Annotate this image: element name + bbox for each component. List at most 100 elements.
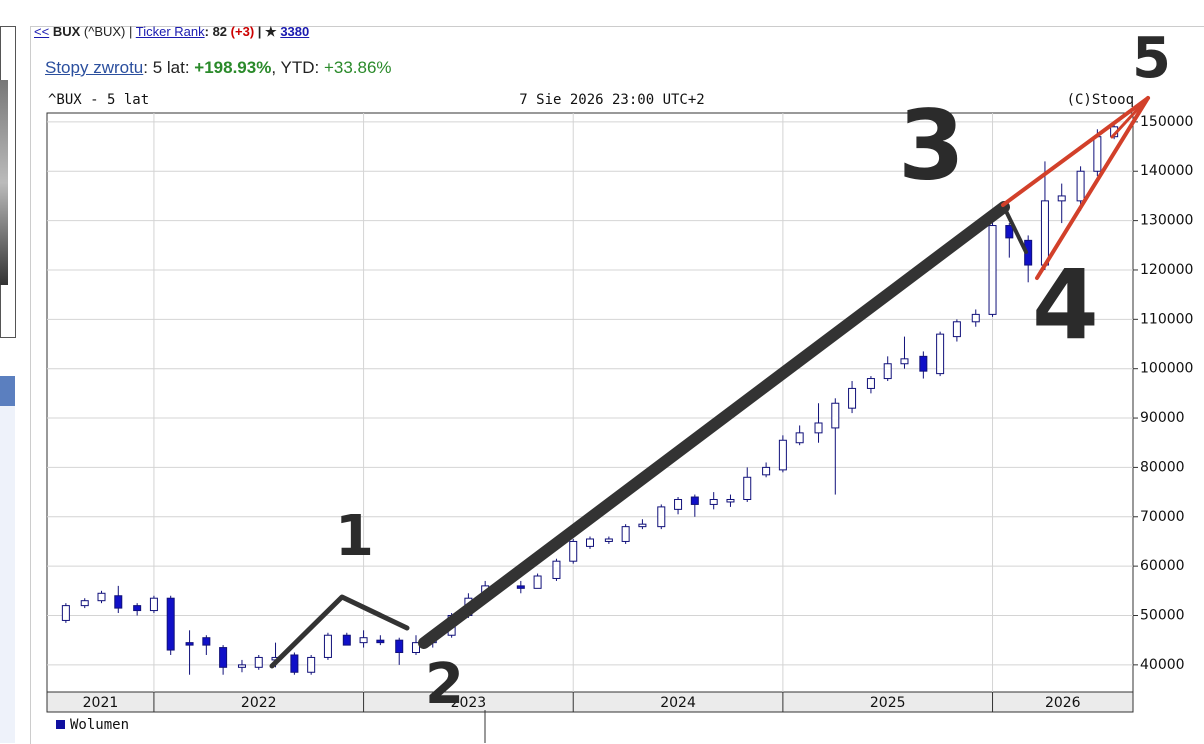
candle-body	[657, 506, 666, 528]
chart-date: 7 Sie 2026 23:00 UTC+2	[519, 92, 704, 108]
y-tick-label: 40000	[1140, 657, 1185, 673]
y-tick-label: 130000	[1140, 213, 1193, 229]
left-panel	[0, 406, 15, 743]
rank-link[interactable]: Ticker Rank	[135, 24, 205, 39]
left-tab	[0, 376, 15, 406]
candle-body	[952, 321, 961, 338]
annotation: 5	[1132, 26, 1171, 91]
y-tick-label: 120000	[1140, 262, 1193, 278]
annotation: 2	[425, 652, 464, 717]
candle-body	[883, 363, 892, 380]
rank-change: (+3)	[230, 24, 255, 39]
header: << BUX (^BUX) | Ticker Rank: 82 (+3) | ★…	[34, 24, 309, 40]
credit: (C)Stooq	[1067, 92, 1134, 108]
candle-body	[1005, 225, 1014, 239]
candle-body	[621, 526, 630, 542]
candle-body	[97, 592, 106, 602]
candle-body	[61, 605, 70, 621]
sketch-line	[269, 594, 410, 669]
candle-body	[604, 538, 613, 542]
x-tick-label: 2021	[83, 695, 119, 711]
y-tick-label: 80000	[1140, 459, 1185, 475]
rank: : 82	[204, 24, 228, 39]
y-tick-label: 140000	[1140, 163, 1193, 179]
candle-body	[569, 540, 578, 562]
x-tick-label: 2026	[1045, 695, 1081, 711]
candle-body	[359, 637, 368, 644]
candle-body	[638, 523, 647, 528]
sketch-wedge	[1001, 96, 1150, 207]
candle-body	[552, 560, 561, 579]
candle-body	[290, 654, 299, 673]
x-tick-label: 2024	[660, 695, 696, 711]
candle-body	[795, 432, 804, 444]
candle-body	[202, 637, 211, 646]
annotation: 4	[1032, 249, 1099, 361]
candle-body	[149, 597, 158, 612]
candle-body	[988, 225, 997, 315]
candle-body	[185, 642, 194, 646]
y-tick-label: 50000	[1140, 607, 1185, 623]
y-tick-label: 110000	[1140, 311, 1193, 327]
full-name: (^BUX) |	[83, 24, 133, 39]
candle-body	[814, 422, 823, 434]
back-link[interactable]: <<	[34, 24, 50, 39]
candle-body	[762, 466, 771, 476]
candle-body	[674, 498, 683, 510]
annotation: 1	[335, 504, 374, 569]
candle-body	[323, 634, 332, 658]
y-tick-label: 90000	[1140, 410, 1185, 426]
candle-body	[80, 600, 89, 607]
candle-body	[900, 358, 909, 365]
candle-body	[395, 639, 404, 654]
candle-body	[307, 656, 316, 673]
candle-body	[254, 656, 263, 668]
candle-body	[726, 498, 735, 503]
count-link[interactable]: 3380	[280, 24, 310, 39]
candle-body	[586, 538, 594, 547]
candle-body	[936, 333, 945, 375]
annotation: 3	[898, 89, 965, 201]
candle-body	[237, 664, 246, 668]
volume-swatch	[56, 720, 65, 729]
candle-body	[690, 496, 699, 505]
candle-body	[166, 597, 175, 651]
candle-body	[114, 595, 123, 609]
sketch-line	[1002, 205, 1028, 254]
candle-body	[831, 402, 840, 429]
candle-body	[411, 642, 420, 654]
x-tick-label: 2025	[870, 695, 906, 711]
returns: Stopy zwrotu: 5 lat: +198.93%, YTD: +33.…	[45, 58, 392, 78]
hand-drawing	[269, 96, 1150, 669]
plot-area	[46, 112, 1134, 693]
candle-body	[219, 647, 228, 668]
returns-link[interactable]: Stopy zwrotu	[45, 58, 144, 77]
ytd-return: +33.86%	[323, 58, 392, 77]
ytd-label: , YTD:	[271, 58, 324, 77]
candle-body	[516, 585, 525, 589]
candle-body	[376, 639, 385, 644]
candle-body	[342, 634, 351, 646]
year-band	[46, 691, 1134, 713]
candle-body	[866, 378, 875, 389]
volume-label: Wolumen	[70, 717, 129, 733]
sketch-trend	[418, 201, 1010, 649]
frame	[30, 26, 1204, 744]
sketch-wedge	[1035, 96, 1150, 280]
y-tick-label: 70000	[1140, 509, 1185, 525]
x-tick-label: 2022	[241, 695, 277, 711]
candle-body	[848, 387, 857, 409]
candle-body	[709, 498, 718, 505]
symbol: BUX	[52, 24, 81, 39]
candle-body	[133, 605, 142, 612]
candles: 40000 50000 60000 70000 80000 90000 100000 1100…	[47, 113, 1193, 712]
sketch-wedge	[1110, 96, 1150, 139]
candle-body	[778, 439, 787, 471]
y-tick-label: 60000	[1140, 558, 1185, 574]
candle-body	[533, 575, 542, 589]
candle-body	[743, 476, 752, 500]
y-tick-label: 150000	[1140, 114, 1193, 130]
candle-body	[971, 313, 980, 323]
